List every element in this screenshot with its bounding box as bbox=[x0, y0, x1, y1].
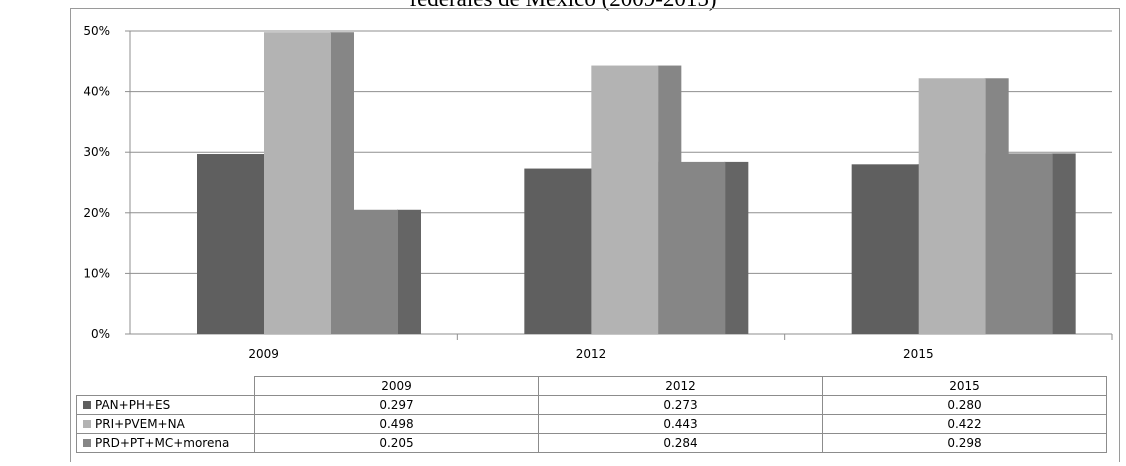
data-table-row: PRI+PVEM+NA 0.498 0.443 0.422 bbox=[76, 414, 1107, 434]
legend-label: PRI+PVEM+NA bbox=[95, 417, 185, 431]
y-tick-label: 20% bbox=[83, 206, 110, 220]
bar bbox=[658, 161, 726, 334]
data-table-row: PAN+PH+ES 0.297 0.273 0.280 bbox=[76, 395, 1107, 415]
y-tick-label: 10% bbox=[83, 266, 110, 280]
y-tick-label: 50% bbox=[83, 24, 110, 38]
legend-swatch bbox=[83, 401, 91, 409]
bar bbox=[197, 154, 264, 334]
bar bbox=[331, 209, 398, 334]
data-table-cell: 0.280 bbox=[822, 395, 1107, 415]
bar bbox=[918, 78, 986, 334]
data-table-header-cell: 2015 bbox=[822, 376, 1107, 396]
y-tick-label: 0% bbox=[91, 327, 110, 341]
x-tick-label: 2012 bbox=[576, 347, 607, 361]
data-table-cell: 0.422 bbox=[822, 414, 1107, 434]
data-table-cell: 0.298 bbox=[822, 433, 1107, 453]
bar bbox=[591, 65, 659, 335]
chart-frame bbox=[70, 8, 1120, 462]
bar bbox=[524, 168, 592, 334]
y-tick-label: 30% bbox=[83, 145, 110, 159]
data-table-cell: 0.443 bbox=[538, 414, 823, 434]
y-tick-label: 40% bbox=[83, 85, 110, 99]
legend-label: PRD+PT+MC+morena bbox=[95, 436, 230, 450]
legend-entry: PAN+PH+ES bbox=[76, 395, 255, 415]
bar bbox=[851, 164, 919, 334]
data-table-cell: 0.273 bbox=[538, 395, 823, 415]
bar-side bbox=[1051, 153, 1076, 334]
legend-entry: PRI+PVEM+NA bbox=[76, 414, 255, 434]
bar-side bbox=[397, 209, 421, 334]
bar bbox=[985, 153, 1053, 334]
data-table-cell: 0.284 bbox=[538, 433, 823, 453]
data-table-header-cell: 2009 bbox=[254, 376, 539, 396]
bar-chart: 0% 10% 20% 30% 40% 50% 2009 2012 2015 bbox=[83, 24, 1113, 361]
bar bbox=[264, 32, 331, 334]
data-table-cell: 0.498 bbox=[254, 414, 539, 434]
data-table-header-row: 2009 2012 2015 bbox=[76, 376, 1107, 396]
legend-label: PAN+PH+ES bbox=[95, 398, 171, 412]
legend-swatch bbox=[83, 420, 91, 428]
data-table-cell: 0.205 bbox=[254, 433, 539, 453]
x-tick-label: 2015 bbox=[903, 347, 934, 361]
chart-title: federales de México (2009-2015) bbox=[0, 0, 1126, 12]
data-table-header-cell: 2012 bbox=[538, 376, 823, 396]
x-tick-label: 2009 bbox=[248, 347, 279, 361]
data-table-cell: 0.297 bbox=[254, 395, 539, 415]
bar-side bbox=[724, 161, 749, 334]
data-table-row: PRD+PT+MC+morena 0.205 0.284 0.298 bbox=[76, 433, 1107, 453]
data-table-corner bbox=[76, 376, 255, 396]
legend-entry: PRD+PT+MC+morena bbox=[76, 433, 255, 453]
legend-swatch bbox=[83, 439, 91, 447]
data-table: 2009 2012 2015 PAN+PH+ES 0.297 0.273 0.2… bbox=[76, 376, 1107, 453]
